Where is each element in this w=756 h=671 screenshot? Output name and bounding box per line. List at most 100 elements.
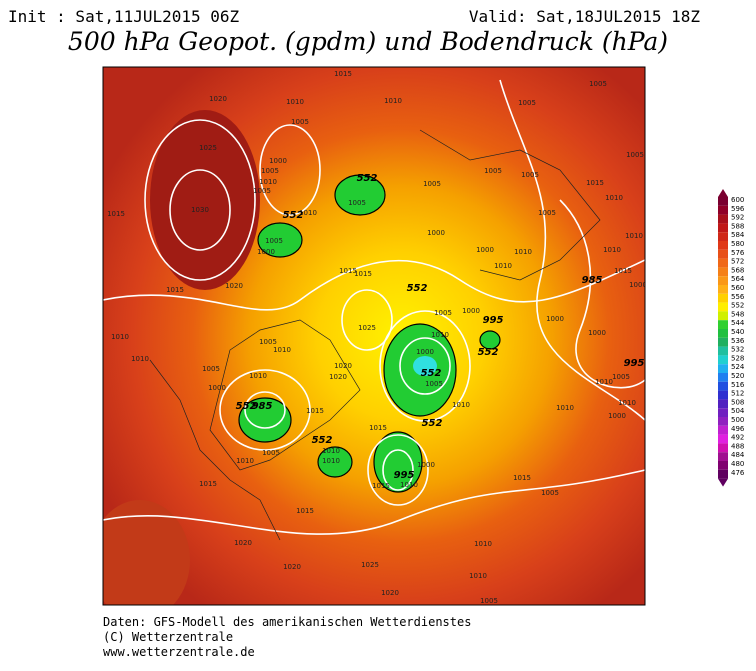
isobar-label: 1025 xyxy=(358,324,376,332)
colorbar-label: 512 xyxy=(731,390,744,398)
isobar-label: 1010 xyxy=(595,378,613,386)
colorbar-cell xyxy=(718,346,728,356)
isobar-label: 1005 xyxy=(626,151,644,159)
isobar-label: 1010 xyxy=(273,346,291,354)
colorbar-label: 520 xyxy=(731,372,744,380)
colorbar-cell xyxy=(718,390,728,400)
height-label: 552 xyxy=(236,401,257,412)
height-label: 995 xyxy=(394,470,415,481)
colorbar-cell xyxy=(718,337,728,347)
colorbar-label: 600 xyxy=(731,196,744,204)
colorbar-label: 528 xyxy=(731,354,744,362)
isobar-label: 1010 xyxy=(605,194,623,202)
isobar-label: 1010 xyxy=(384,97,402,105)
colorbar-label: 492 xyxy=(731,434,744,442)
isobar-label: 1030 xyxy=(191,206,209,214)
isobar-label: 1000 xyxy=(608,412,626,420)
isobar-label: 1005 xyxy=(434,309,452,317)
isobar-label: 1000 xyxy=(462,307,480,315)
colorbar-cell xyxy=(718,302,728,312)
isobar-label: 1010 xyxy=(400,481,418,489)
isobar-label: 1000 xyxy=(208,384,226,392)
isobar-label: 1005 xyxy=(262,449,280,457)
isobar-label: 1010 xyxy=(236,457,254,465)
colorbar-label: 516 xyxy=(731,381,745,389)
colorbar-label: 572 xyxy=(731,258,744,266)
colorbar-label: 496 xyxy=(731,425,745,433)
colorbar-cell xyxy=(718,258,728,268)
isobar-label: 1020 xyxy=(334,362,352,370)
isobar-label: 1000 xyxy=(629,281,647,289)
colorbar-cell xyxy=(718,241,728,250)
colorbar-cell xyxy=(718,425,728,435)
isobar-label: 1000 xyxy=(416,348,434,356)
height-label: 552 xyxy=(478,347,499,358)
isobar-label: 1025 xyxy=(199,144,217,152)
colorbar-cap xyxy=(718,189,728,197)
isobar-label: 1020 xyxy=(234,539,252,547)
isobar-label: 1010 xyxy=(618,399,636,407)
colorbar-label: 480 xyxy=(731,460,744,468)
map-frame xyxy=(102,66,646,606)
footer-line: www.wetterzentrale.de xyxy=(103,645,255,659)
colorbar-label: 508 xyxy=(731,398,744,406)
core-low xyxy=(413,356,437,376)
height-label: 552 xyxy=(421,368,442,379)
height-label: 995 xyxy=(624,358,645,369)
isobar-label: 1010 xyxy=(474,540,492,548)
colorbar-label: 580 xyxy=(731,240,744,248)
isobar-label: 1005 xyxy=(291,118,309,126)
isobar-label: 1005 xyxy=(202,365,220,373)
isobar-label: 1010 xyxy=(556,404,574,412)
isobar-label: 1000 xyxy=(427,229,445,237)
colorbar-cap xyxy=(718,478,728,487)
isobar-label: 1005 xyxy=(425,380,443,388)
height-label: 985 xyxy=(582,275,603,286)
isobar-label: 1010 xyxy=(322,447,340,455)
isobar-label: 1005 xyxy=(261,167,279,175)
colorbar-label: 476 xyxy=(731,469,745,477)
isobar-label: 1020 xyxy=(329,373,347,381)
height-label: 985 xyxy=(252,401,273,412)
isobar-label: 1015 xyxy=(513,474,531,482)
isobar-label: 1000 xyxy=(588,329,606,337)
colorbar-label: 556 xyxy=(731,293,745,301)
colorbar-cell xyxy=(718,249,728,259)
isobar-label: 1005 xyxy=(480,597,498,605)
isobar-label: 1015 xyxy=(586,179,604,187)
colorbar-cell xyxy=(718,320,728,329)
colorbar-cell xyxy=(718,408,728,417)
isobar-label: 1015 xyxy=(306,407,324,415)
isobar-label: 1005 xyxy=(538,209,556,217)
isobar-label: 1015 xyxy=(369,424,387,432)
colorbar-cell xyxy=(718,399,728,409)
isobar-label: 1020 xyxy=(381,589,399,597)
height-label: 552 xyxy=(283,210,304,221)
isobar-label: 1010 xyxy=(111,333,129,341)
footer-line: Daten: GFS-Modell des amerikanischen Wet… xyxy=(103,615,471,629)
colorbar-cell xyxy=(718,311,728,321)
height-label: 995 xyxy=(483,315,504,326)
isobar-label: 1005 xyxy=(259,338,277,346)
colorbar-cell xyxy=(718,276,728,285)
isobar-label: 1020 xyxy=(225,282,243,290)
colorbar-cell xyxy=(718,461,728,470)
isobar-label: 1015 xyxy=(354,270,372,278)
colorbar-cell xyxy=(718,443,728,453)
isobar-label: 1010 xyxy=(131,355,149,363)
colorbar-label: 588 xyxy=(731,222,744,230)
colorbar-cell xyxy=(718,205,728,215)
isobar-label: 1005 xyxy=(423,180,441,188)
colorbar-cell xyxy=(718,434,728,444)
isobar-label: 1020 xyxy=(283,563,301,571)
isobar-label: 1015 xyxy=(339,267,357,275)
colorbar-label: 544 xyxy=(731,319,745,327)
isobar-label: 1000 xyxy=(417,461,435,469)
isobar-label: 1020 xyxy=(209,95,227,103)
footer-line: (C) Wetterzentrale xyxy=(103,630,233,644)
colorbar-cell xyxy=(718,232,728,241)
colorbar-cell xyxy=(718,355,728,365)
isobar-label: 1015 xyxy=(372,482,390,490)
isobar-label: 1005 xyxy=(589,80,607,88)
